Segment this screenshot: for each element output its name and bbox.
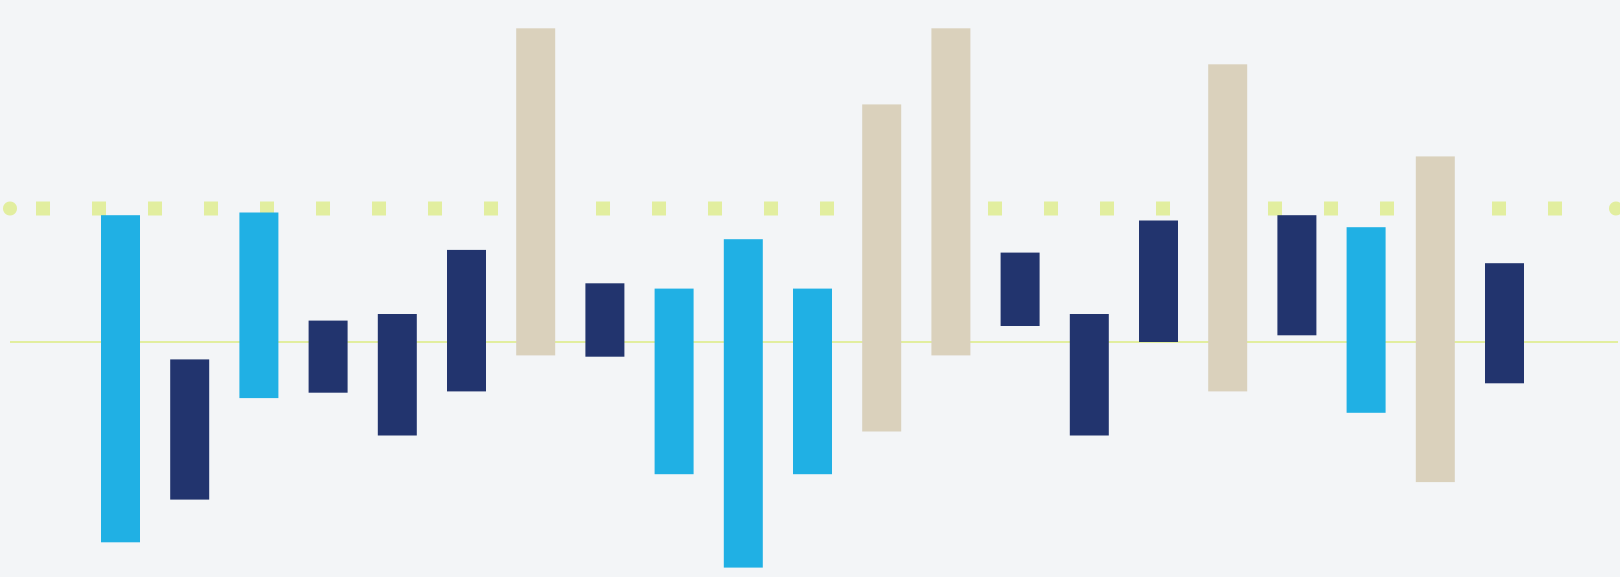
bar-3 [239,212,279,399]
bar-13 [931,28,971,356]
bar-7 [516,28,556,356]
bar-20 [1415,156,1455,483]
bar-15 [1069,314,1109,436]
bar-9 [654,288,694,475]
bar-6 [447,249,486,392]
bar-16 [1139,220,1178,342]
bar-21 [1485,263,1524,384]
bar-4 [308,320,348,393]
bar-5 [377,314,417,436]
bar-1 [101,215,140,543]
bar-10 [723,239,763,568]
bar-17 [1208,64,1248,392]
bar-14 [1000,252,1040,326]
bar-18 [1277,215,1317,336]
bar-19 [1346,227,1386,413]
bar-2 [170,359,210,500]
bar-8 [585,283,625,357]
bar-12 [862,104,902,432]
bars-group [101,28,1524,568]
reference-line-right-cap [1609,201,1620,216]
reference-line-left-cap [3,201,17,216]
bar-11 [793,288,832,475]
